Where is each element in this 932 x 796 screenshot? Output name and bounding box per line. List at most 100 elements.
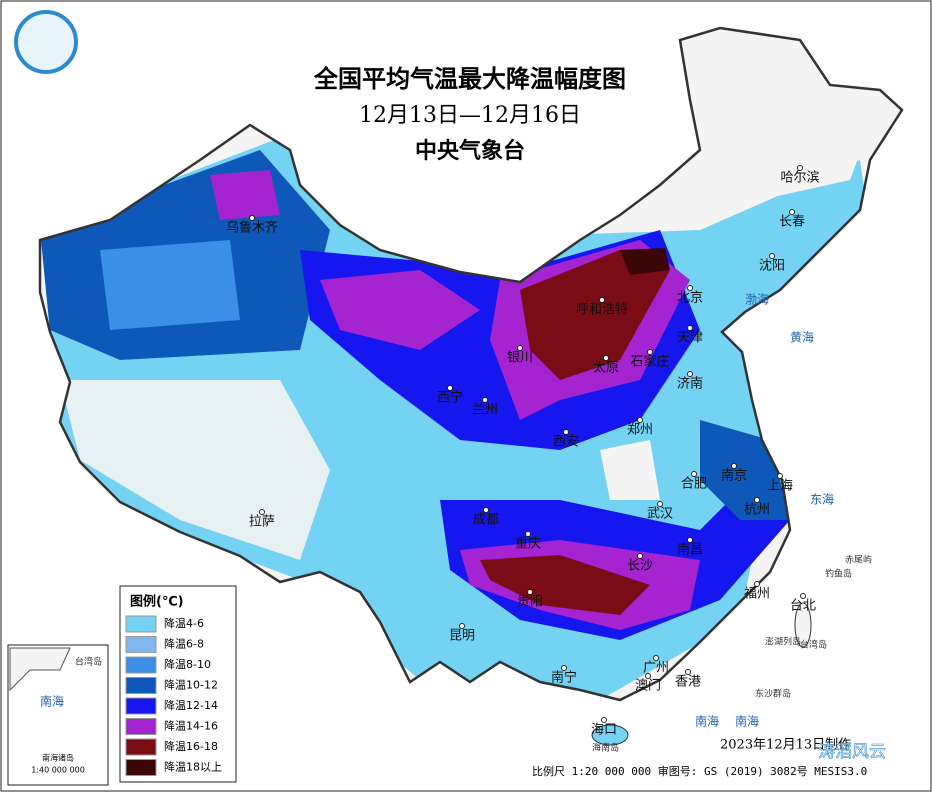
island-label: 钓鱼岛 <box>825 568 852 580</box>
city-dot <box>797 165 803 171</box>
city-label: 南昌 <box>677 542 703 558</box>
city-label: 杭州 <box>744 503 770 518</box>
city-dot <box>447 385 453 391</box>
city-dot <box>525 531 531 537</box>
legend-swatch <box>125 615 157 633</box>
city-label: 石家庄 <box>630 354 669 370</box>
legend-label: 降温12-14 <box>164 698 218 712</box>
city-dot <box>599 297 605 303</box>
city-dot <box>789 209 795 215</box>
legend-swatch <box>125 759 157 776</box>
island-label: 台湾岛 <box>800 639 827 651</box>
city-label: 郑州 <box>627 423 653 438</box>
city-dot <box>483 507 489 513</box>
city-dot <box>601 717 607 723</box>
city-dot <box>687 537 693 543</box>
city-label: 海口 <box>591 723 617 738</box>
subtitle: 12月13日—12月16日 <box>359 103 581 128</box>
city-label: 太原 <box>593 361 619 376</box>
legend-title: 图例(℃) <box>130 594 184 610</box>
city-label: 长春 <box>779 215 805 230</box>
city-dot <box>731 463 737 469</box>
city-label: 昆明 <box>449 629 475 644</box>
city-dot <box>482 397 488 403</box>
city-label: 哈尔滨 <box>780 170 819 186</box>
city-label: 南京 <box>721 468 747 484</box>
city-dot <box>527 589 533 595</box>
city-dot <box>653 655 659 661</box>
inset: 南海 台湾岛 南海诸岛 1:40 000 000 <box>7 644 109 786</box>
legend-label: 降温14-16 <box>164 719 218 733</box>
sea-label: 东海 <box>810 492 834 507</box>
city-label: 兰州 <box>472 403 498 418</box>
city-dot <box>687 371 693 377</box>
city-dot <box>685 669 691 675</box>
logo <box>14 10 78 74</box>
island-label: 东沙群岛 <box>755 688 791 700</box>
legend-label: 降温16-18 <box>164 739 218 753</box>
city-dot <box>637 553 643 559</box>
legend-label: 降温4-6 <box>164 616 204 630</box>
legend-swatch <box>125 656 157 674</box>
city-dot <box>687 325 693 331</box>
city-dot <box>691 471 697 477</box>
city-label: 乌鲁木齐 <box>226 220 278 236</box>
city-dot <box>561 665 567 671</box>
city-label: 沈阳 <box>759 259 785 274</box>
border <box>38 26 904 702</box>
sea-label: 南海 <box>735 714 759 729</box>
island-label: 澎湖列岛 <box>765 636 801 648</box>
legend-label: 降温10-12 <box>164 678 218 692</box>
city-dot <box>657 501 663 507</box>
city-dot <box>259 509 265 515</box>
city-label: 西宁 <box>437 390 463 406</box>
city-label: 成都 <box>473 513 499 528</box>
city-label: 长沙 <box>627 559 653 574</box>
sea-label: 南海 <box>695 714 719 729</box>
city-label: 澳门 <box>635 678 661 694</box>
watermark: 涛滔风云 <box>818 742 886 762</box>
legend-swatch <box>125 636 157 653</box>
legend-label: 降温8-10 <box>164 657 211 671</box>
city-dot <box>563 429 569 435</box>
city-dot <box>754 581 760 587</box>
city-dot <box>769 253 775 259</box>
sea-label: 黄海 <box>790 330 814 345</box>
city-label: 贵阳 <box>517 595 543 610</box>
island-label: 赤尾屿 <box>845 555 872 566</box>
city-label: 济南 <box>677 376 703 392</box>
sea-label: 渤海 <box>745 292 769 307</box>
city-dot <box>645 673 651 679</box>
inset-title: 南海诸岛 <box>42 753 74 763</box>
legend: 图例(℃) 降温4-6 降温6-8 降温8-10 降温10-12 降温12-14 降温14… <box>119 585 237 783</box>
city-label: 福州 <box>744 587 770 602</box>
legend-swatch <box>125 738 157 756</box>
city-dot <box>754 497 760 503</box>
inset-island: 台湾岛 <box>75 656 102 668</box>
island-label: 海南岛 <box>592 742 619 754</box>
legend-swatch <box>125 697 157 715</box>
city-label: 重庆 <box>515 536 541 552</box>
legend-swatch <box>125 718 157 735</box>
city-label: 拉萨 <box>249 515 275 530</box>
city-label: 合肥 <box>681 477 707 492</box>
city-dot <box>517 345 523 351</box>
date: 2023年12月13日制作 <box>720 738 851 753</box>
city-label: 天津 <box>677 331 703 346</box>
city-label: 银川 <box>507 351 533 366</box>
city-label: 香港 <box>675 675 701 690</box>
city-dot <box>637 417 643 423</box>
city-dot <box>800 593 806 599</box>
city-dot <box>647 349 653 355</box>
city-label: 上海 <box>767 479 793 494</box>
legend-swatch <box>125 677 157 694</box>
city-label: 西安 <box>553 435 579 450</box>
inset-sea: 南海 <box>40 694 64 709</box>
city-label: 呼和浩特 <box>576 303 628 318</box>
city-label: 广州 <box>643 661 669 676</box>
city-dot <box>687 285 693 291</box>
city-dot <box>249 215 255 221</box>
